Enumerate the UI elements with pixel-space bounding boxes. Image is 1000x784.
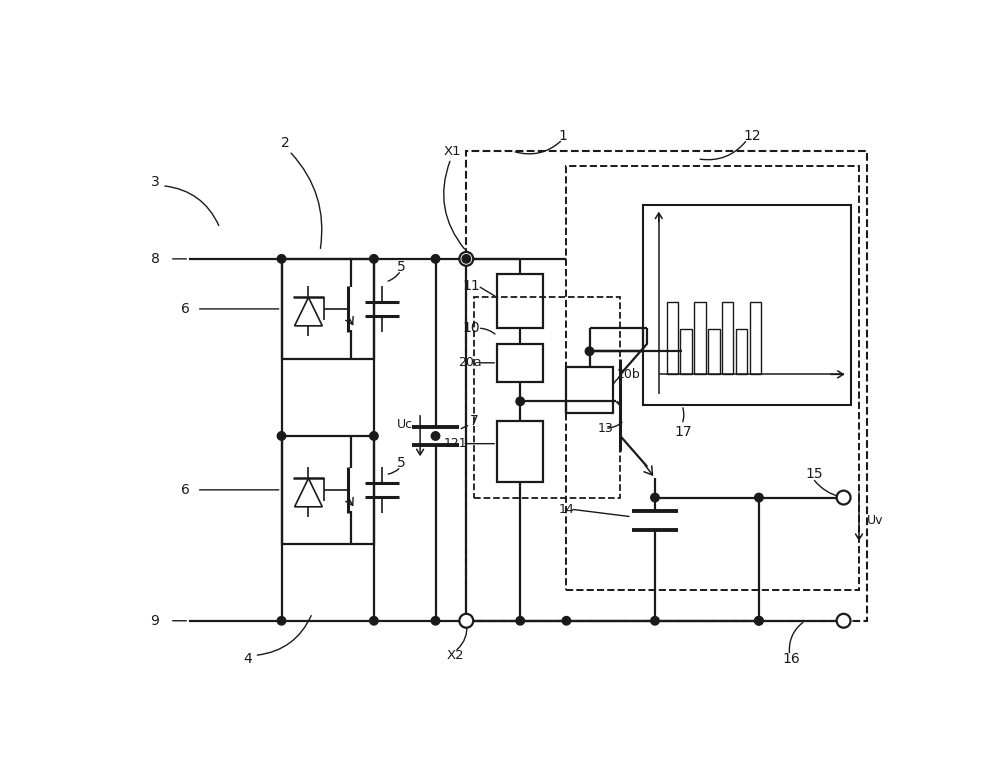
Circle shape <box>755 616 763 625</box>
Text: 17: 17 <box>674 425 692 439</box>
Bar <box>643 205 851 405</box>
Text: 1: 1 <box>559 129 568 143</box>
Circle shape <box>562 616 571 625</box>
Bar <box>566 166 859 590</box>
Bar <box>708 328 720 375</box>
Text: X2: X2 <box>447 649 465 662</box>
Text: Uv: Uv <box>867 514 883 527</box>
Text: 15: 15 <box>805 467 823 481</box>
Text: 5: 5 <box>397 456 406 470</box>
Bar <box>566 367 613 413</box>
Text: Uc: Uc <box>397 418 413 431</box>
Text: 121: 121 <box>443 437 467 450</box>
Circle shape <box>651 616 659 625</box>
Text: 12: 12 <box>744 129 761 143</box>
Circle shape <box>459 252 473 266</box>
Bar <box>666 303 678 375</box>
Circle shape <box>516 397 524 405</box>
Bar <box>497 343 543 382</box>
Circle shape <box>431 432 440 440</box>
Bar <box>282 259 374 359</box>
Circle shape <box>277 255 286 263</box>
Circle shape <box>755 616 763 625</box>
Text: X1: X1 <box>443 144 461 158</box>
Text: 20a: 20a <box>459 356 482 369</box>
Bar <box>722 303 733 375</box>
Circle shape <box>837 614 851 628</box>
Bar <box>694 303 706 375</box>
Circle shape <box>585 347 594 355</box>
Bar <box>680 328 692 375</box>
Circle shape <box>431 616 440 625</box>
Text: 2: 2 <box>282 136 290 151</box>
Circle shape <box>370 255 378 263</box>
Text: 10: 10 <box>462 321 480 336</box>
Circle shape <box>755 493 763 502</box>
Bar <box>750 303 761 375</box>
Text: 11: 11 <box>462 279 480 292</box>
Text: 7: 7 <box>470 414 479 427</box>
Text: 16: 16 <box>782 652 800 666</box>
Circle shape <box>370 616 378 625</box>
Text: 13: 13 <box>597 422 613 435</box>
Circle shape <box>431 255 440 263</box>
Circle shape <box>459 614 473 628</box>
Circle shape <box>837 491 851 504</box>
Bar <box>466 151 867 621</box>
Text: 5: 5 <box>397 260 406 274</box>
Text: 20b: 20b <box>616 368 640 381</box>
Bar <box>497 420 543 482</box>
Bar <box>474 297 620 498</box>
Bar <box>282 436 374 544</box>
Text: 9: 9 <box>151 614 159 628</box>
Circle shape <box>370 432 378 440</box>
Circle shape <box>277 616 286 625</box>
Circle shape <box>277 432 286 440</box>
Text: 4: 4 <box>243 652 252 666</box>
Text: 6: 6 <box>181 302 190 316</box>
Text: 6: 6 <box>181 483 190 497</box>
Text: 3: 3 <box>151 175 159 189</box>
Bar <box>736 328 747 375</box>
Circle shape <box>462 255 471 263</box>
Circle shape <box>516 616 524 625</box>
Text: 14: 14 <box>559 503 574 516</box>
Text: 8: 8 <box>151 252 159 266</box>
Bar <box>497 274 543 328</box>
Circle shape <box>651 493 659 502</box>
